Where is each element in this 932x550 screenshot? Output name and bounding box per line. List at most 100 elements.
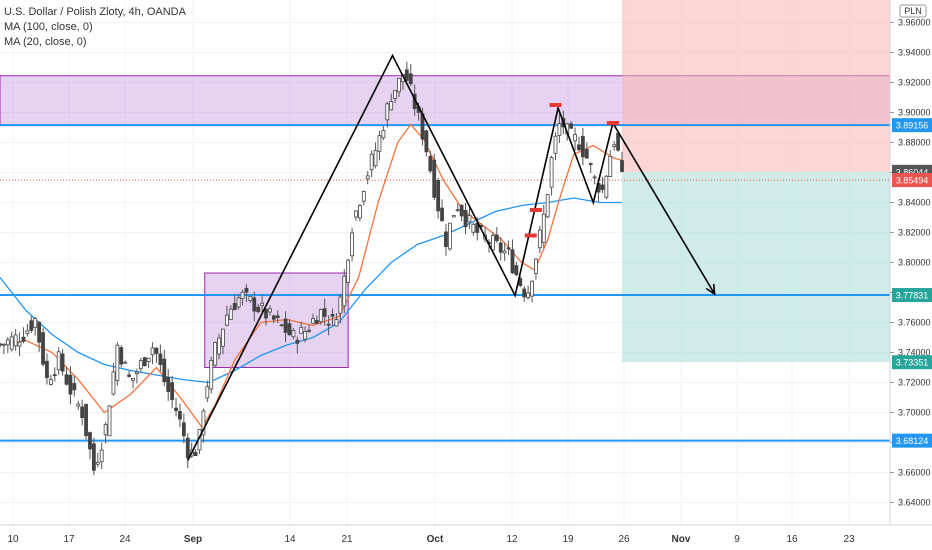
candle-body: [232, 302, 237, 311]
candle-body: [68, 374, 73, 395]
candle-body: [252, 297, 257, 312]
candle-body: [444, 231, 448, 247]
price-tag-label: 3.73351: [896, 358, 929, 368]
candle-body: [311, 318, 315, 324]
candle-body: [181, 422, 186, 437]
candle-body: [608, 155, 613, 178]
candle-body: [119, 347, 124, 365]
candle-body: [127, 374, 131, 377]
y-tick-label: 3.92000: [898, 78, 931, 88]
candle-body: [76, 403, 81, 407]
candle-body: [389, 101, 394, 111]
candle-body: [174, 407, 178, 411]
candle-body: [193, 451, 198, 457]
y-tick-label: 3.80000: [898, 258, 931, 268]
legend: U.S. Dollar / Polish Zloty, 4h, OANDA MA…: [4, 5, 186, 50]
candle-body: [397, 78, 401, 93]
candle-body: [88, 432, 92, 450]
candle-body: [408, 73, 413, 85]
candle-body: [494, 234, 499, 242]
legend-ma20[interactable]: MA (20, close, 0): [4, 36, 87, 48]
candle-body: [283, 318, 288, 333]
candle-body: [537, 229, 542, 249]
candle-body: [244, 287, 249, 293]
candle-body: [502, 250, 507, 254]
candle-body: [530, 280, 534, 297]
ma100-line: [0, 197, 622, 384]
price-tag-bg: [892, 173, 932, 188]
price-tag-label: 3.85494: [896, 176, 929, 186]
x-tick-label: 23: [843, 534, 855, 545]
candle-body: [350, 232, 354, 257]
x-axis-labels: 10 17 24 Sep 14 21 Oct 12 19 26 Nov 9 16 23: [7, 534, 855, 545]
candle-body: [135, 371, 139, 375]
candle-body: [178, 411, 182, 420]
candle-body: [318, 309, 323, 323]
candle-body: [29, 320, 34, 331]
horizontal-lines: [0, 124, 890, 442]
candle-body: [510, 249, 515, 274]
candle-body: [322, 308, 327, 317]
candle-body: [326, 323, 331, 326]
price-tag-label: 3.86044: [896, 167, 929, 177]
candle-body: [498, 242, 503, 253]
bar-marker: [606, 121, 619, 125]
candle-body: [150, 347, 155, 356]
candle-body: [522, 288, 527, 298]
candle-body: [60, 353, 65, 372]
candle-body: [330, 313, 335, 317]
reward-zone: [622, 171, 890, 363]
x-tick-label: Sep: [184, 534, 202, 545]
x-tick-label: 26: [618, 534, 630, 545]
legend-symbol[interactable]: U.S. Dollar / Polish Zloty, 4h, OANDA: [4, 6, 186, 18]
candle-body: [541, 213, 546, 244]
candle-body: [404, 69, 409, 81]
candle-body: [354, 210, 358, 218]
y-tick-label: 3.70000: [898, 408, 931, 418]
candle-body: [467, 215, 472, 223]
price-tag-label: 3.89156: [896, 121, 929, 131]
bar-marker: [549, 103, 562, 107]
x-tick-label: 19: [562, 534, 574, 545]
candle-body: [103, 424, 108, 436]
candle-body: [271, 315, 276, 320]
candle-body: [240, 291, 245, 300]
legend-ma100[interactable]: MA (100, close, 0): [4, 21, 93, 33]
candle-body: [588, 163, 593, 166]
bar-marker: [529, 208, 542, 212]
x-tick-label: 10: [7, 534, 19, 545]
y-tick-label: 3.64000: [898, 498, 931, 508]
candle-body: [600, 184, 605, 190]
candle-body: [592, 176, 597, 179]
candle-body: [37, 321, 42, 343]
price-tag-bg: [892, 433, 932, 448]
candle-body: [299, 326, 304, 334]
candle-body: [506, 247, 511, 250]
candle-body: [72, 383, 77, 391]
candle-body: [377, 135, 382, 152]
candle-body: [33, 318, 38, 328]
candle-body: [287, 323, 292, 336]
candle-body: [236, 297, 241, 308]
candle-body: [307, 329, 311, 332]
y-tick-label: 3.90000: [898, 108, 931, 118]
candle-body: [95, 461, 100, 465]
candle-body: [224, 314, 229, 326]
x-tick-label: 17: [63, 534, 75, 545]
candle-body: [217, 337, 221, 355]
candle-body: [534, 258, 538, 274]
candle-body: [584, 148, 589, 159]
candle-body: [526, 292, 531, 299]
candle-body: [459, 204, 464, 217]
candle-body: [357, 205, 362, 219]
price-tag-bg: [892, 355, 932, 370]
candle-body: [436, 179, 441, 212]
candle-body: [514, 265, 519, 276]
candle-body: [373, 150, 378, 167]
candle-body: [170, 382, 175, 401]
ma20-line: [0, 123, 623, 429]
candle-body: [91, 443, 96, 471]
candle-body: [385, 103, 390, 121]
candle-body: [455, 209, 460, 212]
